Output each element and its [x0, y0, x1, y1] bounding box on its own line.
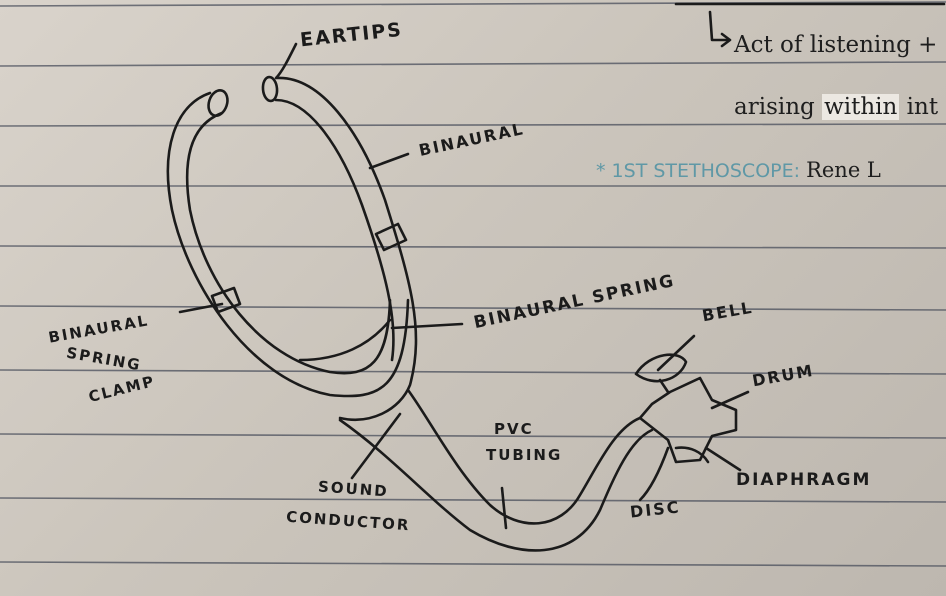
- left-binaural-outer: [166, 91, 410, 398]
- bell-stem: [658, 378, 670, 394]
- rule-line: [0, 245, 946, 249]
- binaural-band-shape: [374, 222, 408, 252]
- rule-line: [0, 369, 946, 375]
- note-line-1: Act of listening +: [734, 32, 938, 58]
- pvc-tubing-leader: [500, 486, 508, 530]
- disc-leader: [638, 446, 670, 502]
- rule-line: [0, 61, 946, 67]
- label-diaphragm: DIAPHRAGM: [736, 470, 872, 490]
- rule-line: [0, 1, 946, 7]
- rule-line: [0, 561, 946, 567]
- pvc-tubing-inner: [406, 388, 642, 525]
- note-line-2-start: arising: [734, 94, 815, 120]
- rule-line: [0, 497, 946, 503]
- note-line-2-highlight: within: [822, 94, 900, 120]
- drum-leader: [710, 390, 750, 410]
- binaural-spring-clamp-shape: [210, 286, 242, 314]
- note-line-3: * 1ST STETHOSCOPE: Rene L: [596, 160, 881, 181]
- note-line-2-end: int: [906, 94, 939, 120]
- right-binaural-inner: [274, 98, 395, 362]
- bell-shape: [634, 353, 688, 383]
- bell-leader: [656, 334, 696, 372]
- asterisk-marker: *: [596, 160, 606, 182]
- label-pvc: PVC: [494, 420, 534, 438]
- sound-conductor-leader: [350, 412, 402, 480]
- left-binaural-inner: [185, 111, 392, 375]
- right-eartip: [261, 75, 279, 103]
- label-tubing: TUBING: [486, 446, 563, 464]
- binaural-spring-shape: [298, 318, 392, 362]
- diaphragm-leader: [704, 446, 742, 472]
- clamp-leader: [178, 302, 224, 314]
- binaural-leader: [368, 152, 410, 170]
- binaural-spring-leader: [390, 322, 464, 330]
- note-line-2: arising within int: [734, 94, 939, 120]
- arrow-head: [720, 32, 732, 48]
- rule-line: [0, 305, 946, 311]
- eartips-leader: [274, 42, 298, 80]
- arrow-line: [708, 10, 730, 42]
- rule-line: [0, 433, 946, 439]
- diaphragm-shape: [674, 446, 710, 464]
- first-stethoscope-label: 1ST STETHOSCOPE:: [611, 160, 801, 182]
- first-stethoscope-value: Rene L: [806, 158, 881, 182]
- right-binaural-outer: [275, 76, 418, 421]
- rule-line: [0, 123, 946, 127]
- pvc-tubing-outer: [338, 418, 654, 552]
